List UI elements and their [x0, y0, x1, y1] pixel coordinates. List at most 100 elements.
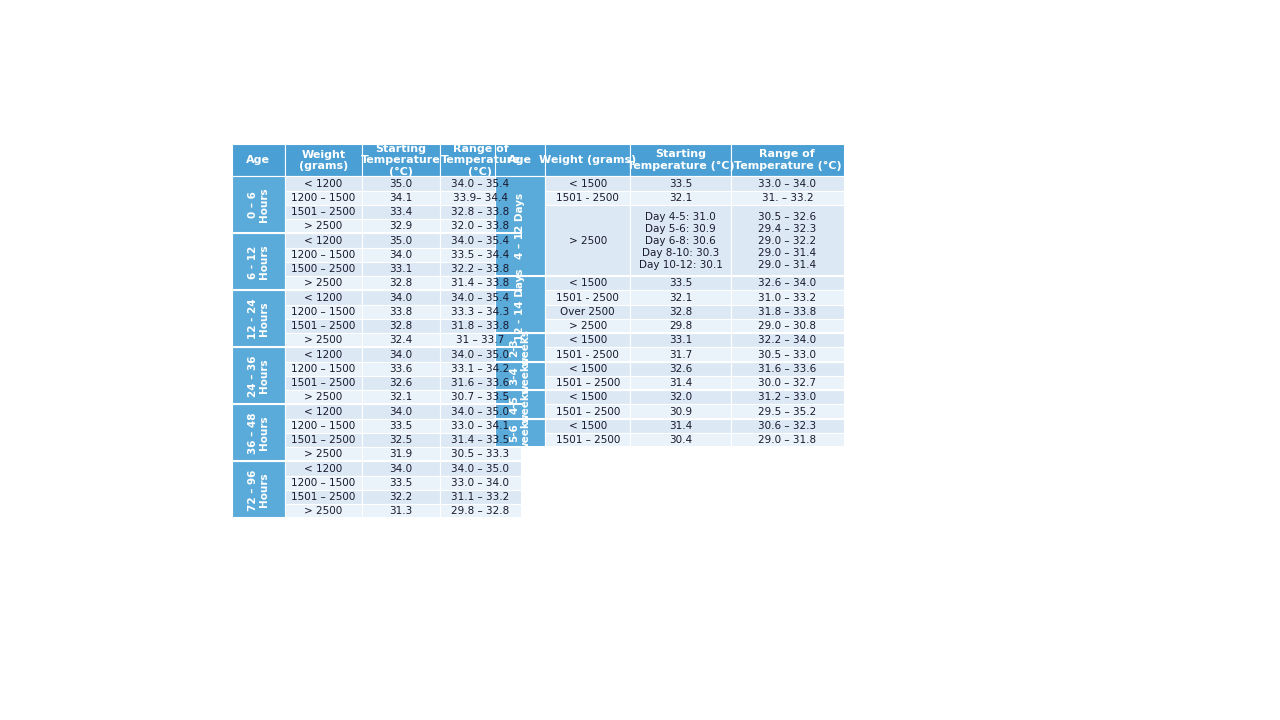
Bar	[495, 176, 545, 276]
Bar	[284, 333, 362, 348]
Text: 31. – 33.2: 31. – 33.2	[762, 193, 813, 203]
Bar	[731, 418, 844, 433]
Text: 34.0: 34.0	[389, 464, 412, 474]
Text: Weight (grams): Weight (grams)	[539, 156, 636, 166]
Bar	[362, 348, 440, 361]
Text: 32.4: 32.4	[389, 336, 412, 346]
Text: 29.0 – 30.8: 29.0 – 30.8	[758, 321, 817, 331]
Bar	[362, 233, 440, 248]
Bar	[440, 276, 521, 290]
Bar	[440, 504, 521, 518]
Text: 12 - 24
Hours: 12 - 24 Hours	[247, 299, 269, 339]
Text: 34.0 – 35.4: 34.0 – 35.4	[452, 292, 509, 302]
Text: 32.1: 32.1	[669, 193, 692, 203]
Bar	[731, 305, 844, 319]
Bar	[440, 144, 521, 176]
Text: 31.7: 31.7	[669, 349, 692, 359]
Text: 29.0 – 31.8: 29.0 – 31.8	[758, 435, 817, 445]
Bar	[545, 176, 631, 191]
Bar	[284, 248, 362, 262]
Text: < 1200: < 1200	[305, 179, 343, 189]
Text: 31.4 – 33.5: 31.4 – 33.5	[452, 435, 509, 445]
Text: 72 – 96
Hours: 72 – 96 Hours	[247, 469, 269, 510]
Text: 32.6: 32.6	[669, 364, 692, 374]
Text: 33.4: 33.4	[389, 207, 412, 217]
Bar	[284, 447, 362, 462]
Text: 31.4: 31.4	[669, 378, 692, 388]
Text: 31.1 – 33.2: 31.1 – 33.2	[452, 492, 509, 502]
Text: < 1200: < 1200	[305, 235, 343, 246]
Bar	[495, 361, 545, 390]
Bar	[545, 376, 631, 390]
Text: 32.6 – 34.0: 32.6 – 34.0	[758, 279, 817, 288]
Bar	[631, 144, 731, 176]
Text: 33.8: 33.8	[389, 307, 412, 317]
Bar	[731, 276, 844, 290]
Bar	[284, 319, 362, 333]
Bar	[545, 433, 631, 447]
Text: > 2500: > 2500	[305, 279, 343, 288]
Bar	[284, 290, 362, 305]
Text: 30.5 – 33.0: 30.5 – 33.0	[758, 349, 817, 359]
Text: 5-6
weeks: 5-6 weeks	[509, 415, 531, 451]
Text: 30.9: 30.9	[669, 407, 692, 417]
Text: 29.5 – 35.2: 29.5 – 35.2	[758, 407, 817, 417]
Bar	[731, 390, 844, 405]
Text: 32.0: 32.0	[669, 392, 692, 402]
Bar	[731, 333, 844, 348]
Text: < 1200: < 1200	[305, 349, 343, 359]
Text: 33.9– 34.4: 33.9– 34.4	[453, 193, 508, 203]
Bar	[440, 305, 521, 319]
Text: Over 2500: Over 2500	[561, 307, 616, 317]
Bar	[495, 390, 545, 418]
Text: 33.1: 33.1	[669, 336, 692, 346]
Bar	[731, 348, 844, 361]
Text: < 1200: < 1200	[305, 407, 343, 417]
Bar	[545, 205, 631, 276]
Bar	[440, 490, 521, 504]
Text: > 2500: > 2500	[305, 449, 343, 459]
Text: > 2500: > 2500	[305, 336, 343, 346]
Text: 32.8: 32.8	[389, 279, 412, 288]
Text: 1200 – 1500: 1200 – 1500	[292, 250, 356, 260]
Bar	[631, 333, 731, 348]
Text: 32.5: 32.5	[389, 435, 412, 445]
Bar	[545, 348, 631, 361]
Text: 30.0 – 32.7: 30.0 – 32.7	[758, 378, 817, 388]
Text: 1501 – 2500: 1501 – 2500	[292, 378, 356, 388]
Text: 12 - 14 Days: 12 - 14 Days	[515, 269, 525, 341]
Bar	[284, 205, 362, 219]
Text: Range of
Temperature (°C): Range of Temperature (°C)	[733, 150, 841, 171]
Bar	[440, 319, 521, 333]
Bar	[631, 191, 731, 205]
Text: Starting
Temperature
(°C): Starting Temperature (°C)	[361, 144, 440, 177]
Text: 1200 – 1500: 1200 – 1500	[292, 364, 356, 374]
Text: 31.4: 31.4	[669, 420, 692, 431]
Text: 34.0: 34.0	[389, 349, 412, 359]
Bar	[545, 405, 631, 418]
Bar	[731, 319, 844, 333]
Bar	[631, 348, 731, 361]
Bar	[284, 348, 362, 361]
Text: 33.5: 33.5	[389, 420, 412, 431]
Text: 33.0 – 34.0: 33.0 – 34.0	[452, 478, 509, 487]
Text: 33.5: 33.5	[669, 279, 692, 288]
Bar	[440, 176, 521, 191]
Text: 33.3 – 34.3: 33.3 – 34.3	[452, 307, 509, 317]
Bar	[362, 376, 440, 390]
Bar	[362, 390, 440, 405]
Text: > 2500: > 2500	[305, 506, 343, 516]
Bar	[440, 447, 521, 462]
Text: 30.5 – 32.6
29.4 – 32.3
29.0 – 32.2
29.0 – 31.4
29.0 – 31.4: 30.5 – 32.6 29.4 – 32.3 29.0 – 32.2 29.0…	[758, 212, 817, 269]
Bar	[232, 176, 284, 233]
Bar	[284, 191, 362, 205]
Bar	[495, 333, 545, 361]
Text: 32.8: 32.8	[389, 321, 412, 331]
Text: 34.0 – 35.4: 34.0 – 35.4	[452, 179, 509, 189]
Text: Age: Age	[247, 156, 270, 166]
Text: 30.5 – 33.3: 30.5 – 33.3	[452, 449, 509, 459]
Text: 29.8: 29.8	[669, 321, 692, 331]
Text: 1501 – 2500: 1501 – 2500	[292, 492, 356, 502]
Bar	[440, 405, 521, 418]
Bar	[731, 361, 844, 376]
